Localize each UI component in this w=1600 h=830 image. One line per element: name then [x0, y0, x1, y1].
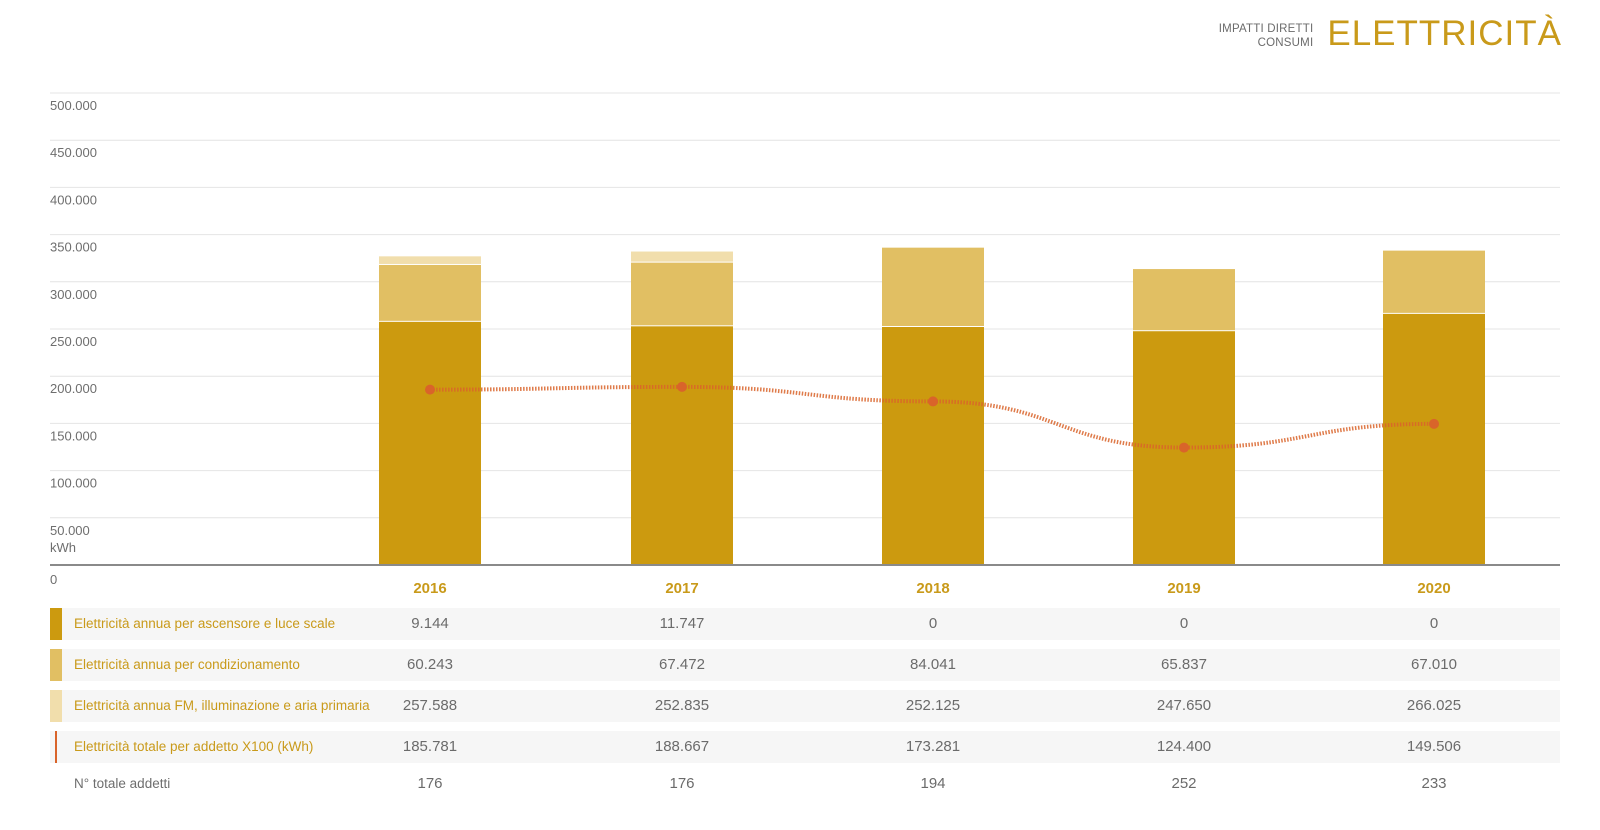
y-tick-label: 500.000	[50, 98, 97, 113]
bar-segment	[631, 262, 733, 326]
header: IMPATTI DIRETTI CONSUMI ELETTRICITÀ	[1219, 14, 1562, 54]
row-label-condizionamento: Elettricità annua per condizionamento	[74, 657, 300, 672]
y-axis-ticks: 0 50.000 100.000 150.000 200.000 250.000 300.0…	[50, 98, 97, 587]
table-cell: 188.667	[654, 738, 710, 755]
subtitle-line-2: CONSUMI	[1257, 37, 1314, 49]
y-tick-label: 250.000	[50, 334, 97, 349]
electricity-chart: 0 50.000 100.000 150.000 200.000 250.000 300.0…	[50, 92, 1560, 597]
table-cell: 233	[1421, 775, 1447, 792]
x-tick-label: 2019	[1167, 580, 1200, 597]
table-cell: 67.472	[659, 656, 705, 673]
line-point	[1429, 418, 1439, 429]
table-cell: 176	[669, 775, 695, 792]
y-tick-label: 300.000	[50, 287, 97, 302]
subtitle-line-1: IMPATTI DIRETTI	[1218, 23, 1314, 35]
bar-segment	[882, 247, 984, 326]
line-point	[1179, 442, 1189, 453]
table-cell: 9.144	[411, 615, 449, 632]
y-tick-label: 200.000	[50, 381, 97, 396]
y-axis-label: kWh	[50, 540, 76, 555]
header-subtitle: IMPATTI DIRETTI CONSUMI	[1219, 22, 1314, 50]
table-row-ascensore: Elettricità annua per ascensore e luce s…	[50, 608, 1560, 640]
table-cell: 252.125	[905, 697, 961, 714]
x-tick-label: 2020	[1417, 580, 1450, 597]
table-cell: 65.837	[1161, 656, 1207, 673]
row-label-fm: Elettricità annua FM, illuminazione e ar…	[74, 698, 370, 713]
page-title: ELETTRICITÀ	[1327, 14, 1562, 53]
table-row-addetti: N° totale addetti 176 176 194 252 233	[50, 772, 1560, 804]
x-tick-label: 2017	[665, 580, 698, 597]
table-cell: 247.650	[1156, 697, 1212, 714]
row-label-ascensore: Elettricità annua per ascensore e luce s…	[74, 616, 336, 631]
row-label-addetti: N° totale addetti	[74, 776, 171, 791]
chart-grid	[50, 92, 1560, 519]
bar-segment	[1383, 250, 1485, 313]
bar-segment	[379, 256, 481, 264]
table-cell: 0	[928, 615, 938, 632]
table-cell: 266.025	[1406, 697, 1462, 714]
line-series-path	[429, 384, 1435, 450]
bar-segment	[379, 264, 481, 321]
table-cell: 67.010	[1411, 656, 1457, 673]
table-cell: 84.041	[910, 656, 956, 673]
legend-swatch-fm	[50, 690, 62, 722]
legend-swatch-ascensore	[50, 608, 62, 640]
y-tick-label: 0	[50, 572, 57, 587]
table-cell: 185.781	[402, 738, 458, 755]
table-cell: 252	[1171, 775, 1197, 792]
bar-segment	[1383, 313, 1485, 565]
bar-segment	[631, 326, 733, 565]
table-cell: 252.835	[654, 697, 710, 714]
table-cell: 124.400	[1156, 738, 1212, 755]
x-axis-labels: 2016 2017 2018 2019 2020	[413, 580, 1450, 597]
table-cell: 149.506	[1406, 738, 1462, 755]
line-series	[425, 381, 1439, 453]
bar-segment	[379, 321, 481, 565]
legend-swatch-condizionamento	[50, 649, 62, 681]
y-tick-label: 350.000	[50, 240, 97, 255]
legend-swatch-per-addetto	[55, 731, 57, 763]
x-tick-label: 2018	[916, 580, 949, 597]
row-label-per-addetto: Elettricità totale per addetto X100 (kWh…	[74, 739, 314, 754]
bar-segment	[631, 251, 733, 262]
table-cell: 0	[1179, 615, 1189, 632]
y-tick-label: 50.000	[50, 523, 90, 538]
table-cell: 11.747	[659, 615, 705, 632]
table-cell: 0	[1429, 615, 1439, 632]
y-tick-label: 450.000	[50, 145, 97, 160]
line-point	[677, 381, 687, 392]
table-row-fm: Elettricità annua FM, illuminazione e ar…	[50, 690, 1560, 722]
bar-segment	[1133, 269, 1235, 331]
data-table: Elettricità annua per ascensore e luce s…	[50, 608, 1560, 813]
y-tick-label: 400.000	[50, 192, 97, 207]
table-cell: 194	[920, 775, 946, 792]
y-tick-label: 100.000	[50, 476, 97, 491]
y-tick-label: 150.000	[50, 428, 97, 443]
table-cell: 257.588	[402, 697, 458, 714]
bars	[379, 247, 1485, 565]
table-cell: 176	[417, 775, 443, 792]
line-point	[425, 384, 435, 395]
table-cell: 173.281	[905, 738, 961, 755]
line-point	[928, 396, 938, 407]
table-row-per-addetto: Elettricità totale per addetto X100 (kWh…	[50, 731, 1560, 763]
x-tick-label: 2016	[413, 580, 446, 597]
table-row-condizionamento: Elettricità annua per condizionamento 60…	[50, 649, 1560, 681]
table-cell: 60.243	[407, 656, 453, 673]
bar-segment	[882, 326, 984, 565]
